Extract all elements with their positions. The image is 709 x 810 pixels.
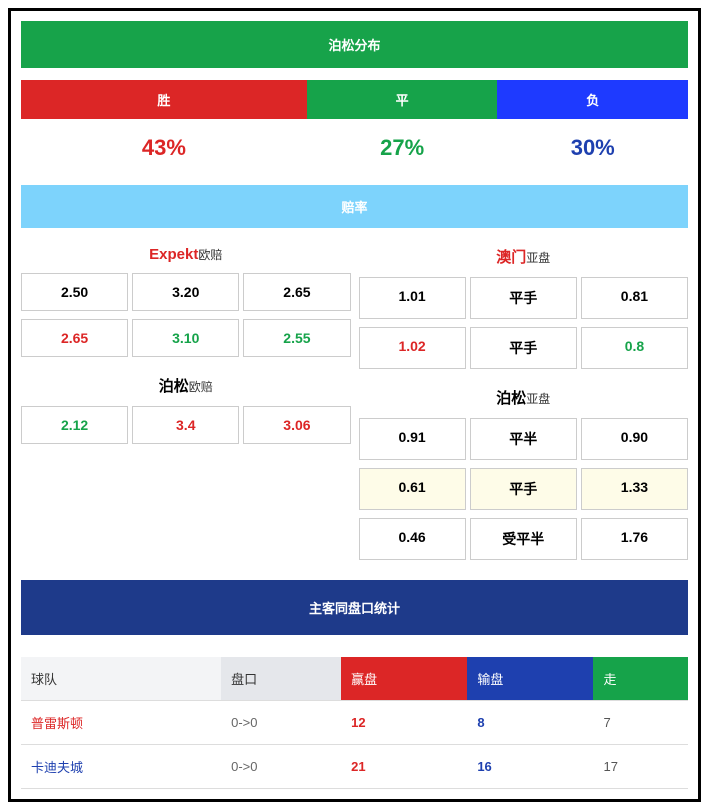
cell-win: 21 — [341, 745, 467, 789]
odds-cell: 平半 — [470, 418, 577, 460]
pct-win: 43% — [21, 123, 307, 173]
odds-row: 0.46受平半1.76 — [359, 518, 689, 560]
main-container: 泊松分布 胜 平 负 43% 27% 30% 赔率 Expekt欧赔2.503.… — [8, 8, 701, 802]
odds-cell: 0.46 — [359, 518, 466, 560]
provider-name: 澳门亚盘 — [359, 236, 689, 277]
odds-cell: 2.50 — [21, 273, 128, 311]
wdl-win-label: 胜 — [21, 80, 307, 119]
provider-sub: 欧赔 — [189, 380, 213, 394]
odds-cell: 2.12 — [21, 406, 128, 444]
cell-team: 卡迪夫城 — [21, 745, 221, 789]
odds-cell: 3.20 — [132, 273, 239, 311]
poisson-header: 泊松分布 — [21, 21, 688, 68]
odds-cell: 0.8 — [581, 327, 688, 369]
provider-name: 泊松欧赔 — [21, 365, 351, 406]
odds-cell: 0.91 — [359, 418, 466, 460]
col-team: 球队 — [21, 657, 221, 701]
provider-sub: 欧赔 — [198, 248, 222, 262]
provider-main: Expekt — [149, 246, 198, 263]
odds-cell: 3.4 — [132, 406, 239, 444]
stats-header: 主客同盘口统计 — [21, 580, 688, 635]
odds-cell: 2.65 — [243, 273, 350, 311]
table-row: 普雷斯顿0->01287 — [21, 701, 688, 745]
cell-lose: 8 — [467, 701, 593, 745]
odds-cell: 平手 — [470, 468, 577, 510]
odds-cell: 2.55 — [243, 319, 350, 357]
col-win: 赢盘 — [341, 657, 467, 701]
cell-draw: 17 — [593, 745, 688, 789]
odds-row: 0.91平半0.90 — [359, 418, 689, 460]
odds-row: 1.01平手0.81 — [359, 277, 689, 319]
odds-header: 赔率 — [21, 185, 688, 228]
table-row: 卡迪夫城0->0211617 — [21, 745, 688, 789]
odds-row: 2.123.43.06 — [21, 406, 351, 444]
odds-cell: 1.76 — [581, 518, 688, 560]
cell-handicap: 0->0 — [221, 745, 341, 789]
pct-draw: 27% — [307, 123, 498, 173]
odds-grid: Expekt欧赔2.503.202.652.653.102.55泊松欧赔2.12… — [21, 236, 688, 568]
provider-main: 泊松 — [159, 378, 189, 395]
odds-row: 0.61平手1.33 — [359, 468, 689, 510]
odds-cell: 3.10 — [132, 319, 239, 357]
stats-table: 球队 盘口 赢盘 输盘 走 普雷斯顿0->01287卡迪夫城0->0211617 — [21, 657, 688, 789]
odds-right-col: 澳门亚盘1.01平手0.811.02平手0.8泊松亚盘0.91平半0.900.6… — [359, 236, 689, 568]
odds-cell: 0.90 — [581, 418, 688, 460]
cell-win: 12 — [341, 701, 467, 745]
odds-cell: 2.65 — [21, 319, 128, 357]
provider-name: Expekt欧赔 — [21, 236, 351, 273]
col-lose: 输盘 — [467, 657, 593, 701]
provider-name: 泊松亚盘 — [359, 377, 689, 418]
provider-sub: 亚盘 — [526, 251, 550, 265]
wdl-lose-label: 负 — [497, 80, 688, 119]
odds-cell: 1.33 — [581, 468, 688, 510]
stats-header-row: 球队 盘口 赢盘 输盘 走 — [21, 657, 688, 701]
odds-cell: 1.01 — [359, 277, 466, 319]
provider-sub: 亚盘 — [526, 392, 550, 406]
cell-draw: 7 — [593, 701, 688, 745]
pct-lose: 30% — [497, 123, 688, 173]
col-draw: 走 — [593, 657, 688, 701]
odds-cell: 0.81 — [581, 277, 688, 319]
odds-cell: 0.61 — [359, 468, 466, 510]
odds-cell: 1.02 — [359, 327, 466, 369]
cell-handicap: 0->0 — [221, 701, 341, 745]
cell-team: 普雷斯顿 — [21, 701, 221, 745]
wdl-pct-row: 43% 27% 30% — [21, 123, 688, 173]
odds-row: 2.653.102.55 — [21, 319, 351, 357]
odds-row: 1.02平手0.8 — [359, 327, 689, 369]
odds-cell: 平手 — [470, 327, 577, 369]
odds-cell: 受平半 — [470, 518, 577, 560]
odds-cell: 平手 — [470, 277, 577, 319]
odds-row: 2.503.202.65 — [21, 273, 351, 311]
col-handicap: 盘口 — [221, 657, 341, 701]
provider-main: 泊松 — [496, 390, 526, 407]
provider-main: 澳门 — [496, 249, 526, 266]
wdl-label-row: 胜 平 负 — [21, 80, 688, 119]
odds-cell: 3.06 — [243, 406, 350, 444]
wdl-draw-label: 平 — [307, 80, 498, 119]
odds-left-col: Expekt欧赔2.503.202.652.653.102.55泊松欧赔2.12… — [21, 236, 351, 568]
cell-lose: 16 — [467, 745, 593, 789]
